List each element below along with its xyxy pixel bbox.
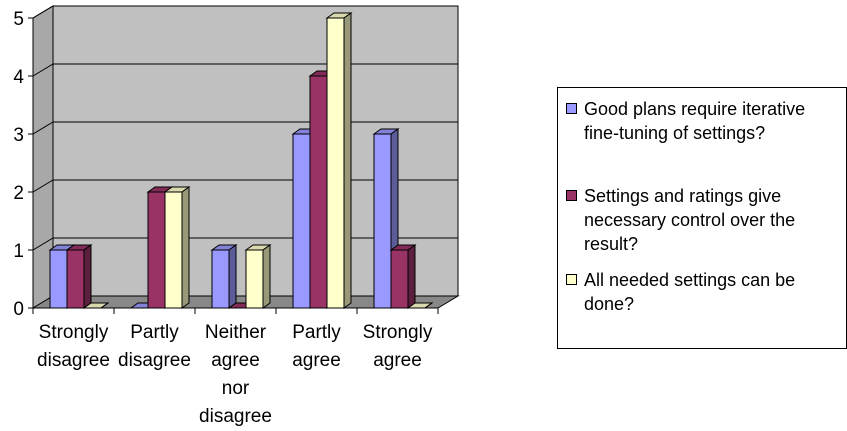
- legend-label: All needed settings can be done?: [584, 270, 796, 314]
- x-category-label: Neither: [205, 322, 267, 343]
- legend-swatch: [566, 190, 577, 201]
- bar-side: [228, 244, 237, 309]
- bar-front: [309, 75, 328, 309]
- bar-front: [326, 17, 345, 309]
- bar-front: [49, 249, 68, 309]
- bar-side: [424, 302, 433, 309]
- legend-swatch: [566, 103, 577, 114]
- gridline: [32, 5, 458, 19]
- bar-front: [245, 249, 264, 309]
- bar-side: [83, 244, 92, 309]
- bar-front: [147, 191, 166, 309]
- chart-bars: [48, 12, 434, 309]
- bar-front: [292, 133, 311, 309]
- x-category-label: Partly: [130, 322, 179, 343]
- x-category-label: agree: [211, 350, 260, 371]
- bar: [389, 244, 417, 309]
- y-tick-label: 3: [13, 125, 24, 146]
- bar-side: [407, 244, 416, 309]
- bar: [244, 244, 272, 309]
- bar: [163, 186, 191, 309]
- bar-chart: 0 1 2 3 4 5 Strongly disagree Partly disagree Nei…: [13, 5, 460, 427]
- legend-label: Settings and ratings give necessary cont…: [584, 186, 796, 254]
- legend: Good plans require iterative fine-tuning…: [557, 87, 847, 349]
- bar: [210, 244, 238, 309]
- y-tick-label: 4: [13, 67, 24, 88]
- bar: [65, 244, 93, 309]
- x-category-label: agree: [292, 350, 341, 371]
- bar: [325, 12, 353, 309]
- bar-side: [262, 244, 271, 309]
- y-tick-label: 0: [13, 299, 24, 320]
- y-tick-label: 1: [13, 241, 24, 262]
- bar-front: [164, 191, 183, 309]
- legend-swatch: [566, 274, 577, 285]
- bar-front: [66, 249, 85, 309]
- x-category-label: Partly: [292, 322, 341, 343]
- bar-side: [100, 302, 109, 309]
- gridline: [32, 63, 458, 77]
- bar-front: [211, 249, 230, 309]
- legend-label: Good plans require iterative fine-tuning…: [584, 99, 806, 143]
- x-category-label: Strongly: [39, 322, 109, 343]
- bar: [82, 302, 110, 309]
- bar: [406, 302, 434, 309]
- x-category-label: disagree: [37, 350, 110, 371]
- y-tick-label: 2: [13, 183, 24, 204]
- x-category-label: nor: [222, 378, 250, 399]
- bar-front: [390, 249, 409, 309]
- bar-front: [373, 133, 392, 309]
- x-axis-categories: Strongly disagree Partly disagree Neither agr…: [37, 322, 433, 427]
- y-axis-ticks: 0 1 2 3 4 5: [13, 9, 24, 320]
- x-category-label: disagree: [118, 350, 191, 371]
- x-category-label: disagree: [199, 406, 272, 427]
- y-tick-label: 5: [13, 9, 24, 30]
- bar-side: [343, 12, 352, 309]
- x-category-label: Strongly: [363, 322, 433, 343]
- x-category-label: agree: [373, 350, 422, 371]
- bar-side: [181, 186, 190, 309]
